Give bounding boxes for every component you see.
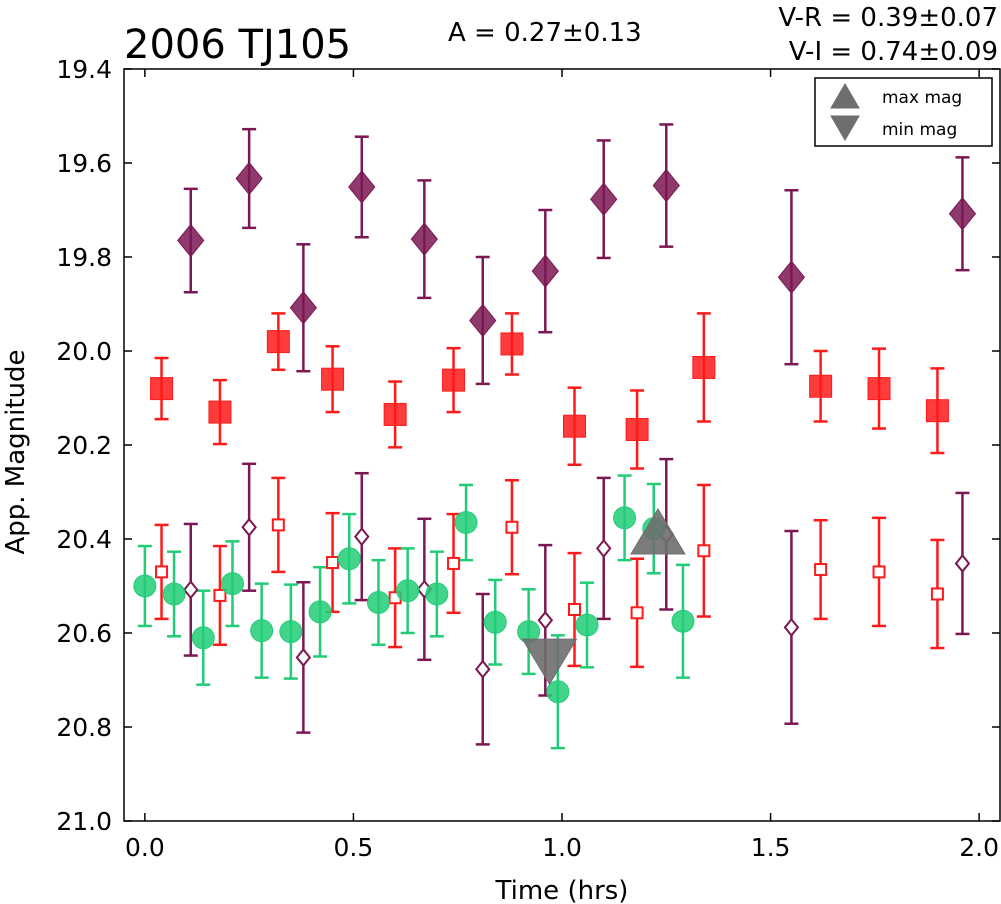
y-tick-label: 21.0 (56, 807, 112, 836)
data-point-square-open (814, 563, 828, 577)
amplitude-annotation: A = 0.27±0.13 (448, 18, 642, 48)
data-point-diamond-open (241, 517, 257, 537)
data-point-square (809, 374, 833, 398)
axis-ticks: 0.0 0.5 1.0 1.5 2.0 19.4 19.6 19.8 20.0 20.2 20.4 2… (56, 55, 1000, 862)
data-point-circle (337, 547, 361, 571)
data-point-square (208, 400, 232, 424)
data-point-circle (133, 574, 157, 598)
data-point-circle (308, 600, 332, 624)
data-point-circle (454, 511, 478, 535)
data-point-square (867, 377, 891, 401)
data-point-circle (279, 620, 303, 644)
data-point-diamond-open (783, 617, 800, 637)
data-point-diamond-open (295, 647, 312, 668)
legend: max mag min mag (814, 77, 993, 147)
data-point-square-open (326, 556, 340, 569)
data-point-square (692, 355, 716, 379)
data-point-square (500, 332, 524, 356)
data-point-diamond (948, 196, 977, 231)
data-point-square-open (213, 588, 227, 602)
y-tick-label: 20.6 (56, 619, 112, 648)
y-tick-label: 20.4 (56, 525, 112, 554)
data-point-diamond (235, 161, 263, 196)
data-point-circle (250, 619, 274, 643)
x-tick-label: 1.0 (542, 833, 582, 862)
data-point-diamond (289, 290, 318, 325)
data-point-diamond (590, 182, 618, 216)
data-point-square-open (930, 587, 944, 601)
data-point-square (563, 414, 587, 438)
data-point-circle (366, 590, 390, 614)
data-point-square (925, 399, 949, 423)
x-tick-label: 0.5 (334, 833, 374, 862)
data-point-square-open (568, 603, 582, 616)
y-tick-label: 20.2 (56, 431, 112, 460)
data-point-square (383, 402, 407, 426)
data-point-circle (575, 613, 599, 637)
data-point-square-open (271, 518, 285, 532)
data-point-circle (613, 506, 637, 530)
x-tick-label: 0.0 (125, 833, 165, 862)
data-point-diamond-open (954, 553, 971, 574)
data-point-square (625, 417, 649, 441)
max-mag-marker (630, 508, 686, 555)
data-point-diamond (652, 168, 680, 203)
data-point-square-open (697, 544, 711, 558)
legend-min-mag-label: min mag (882, 120, 957, 140)
data-point-square-open (505, 520, 519, 534)
x-axis-label: Time (hrs) (495, 876, 629, 904)
y-tick-label: 19.4 (56, 55, 112, 84)
data-point-circle (425, 582, 449, 606)
data-point-diamond-open (474, 659, 491, 679)
data-point-square-open (447, 556, 461, 570)
data-point-circle (162, 582, 186, 606)
data-point-diamond (777, 260, 806, 295)
data-point-circle (396, 579, 420, 603)
plot-area (133, 123, 977, 750)
legend-max-mag-label: max mag (882, 88, 962, 108)
data-point-diamond-open (537, 610, 554, 630)
y-tick-label: 19.8 (56, 243, 112, 272)
data-point-diamond (348, 170, 376, 204)
data-point-square (442, 368, 466, 392)
data-point-circle (671, 609, 695, 633)
data-point-circle (483, 610, 507, 634)
y-axis-label: App. Magnitude (1, 349, 31, 554)
data-point-diamond (410, 222, 438, 256)
y-tick-label: 20.8 (56, 713, 112, 742)
data-point-diamond (469, 303, 497, 338)
data-point-square-open (872, 565, 886, 579)
vr-color-annotation: V-R = 0.39±0.07 (778, 3, 998, 33)
data-point-square (266, 330, 290, 354)
data-point-square (150, 377, 174, 401)
chart-title: 2006 TJ105 (124, 22, 351, 68)
legend-min-mag-icon (830, 115, 860, 141)
data-point-diamond-open (353, 527, 370, 547)
x-tick-label: 2.0 (959, 833, 999, 862)
data-point-circle (191, 626, 215, 650)
y-tick-label: 20.0 (56, 337, 112, 366)
x-tick-label: 1.5 (751, 833, 791, 862)
data-point-square-open (630, 606, 644, 620)
data-point-diamond (531, 254, 559, 288)
min-mag-marker (521, 638, 578, 686)
data-point-square-open (155, 565, 169, 579)
legend-max-mag-icon (830, 83, 860, 109)
data-point-diamond-open (182, 580, 199, 600)
data-point-circle (546, 680, 570, 704)
data-point-square (321, 367, 345, 391)
vi-color-annotation: V-I = 0.74±0.09 (789, 37, 998, 67)
data-point-circle (220, 572, 244, 596)
y-tick-label: 19.6 (56, 149, 112, 178)
data-point-diamond-open (595, 538, 612, 558)
data-point-diamond (177, 223, 205, 258)
